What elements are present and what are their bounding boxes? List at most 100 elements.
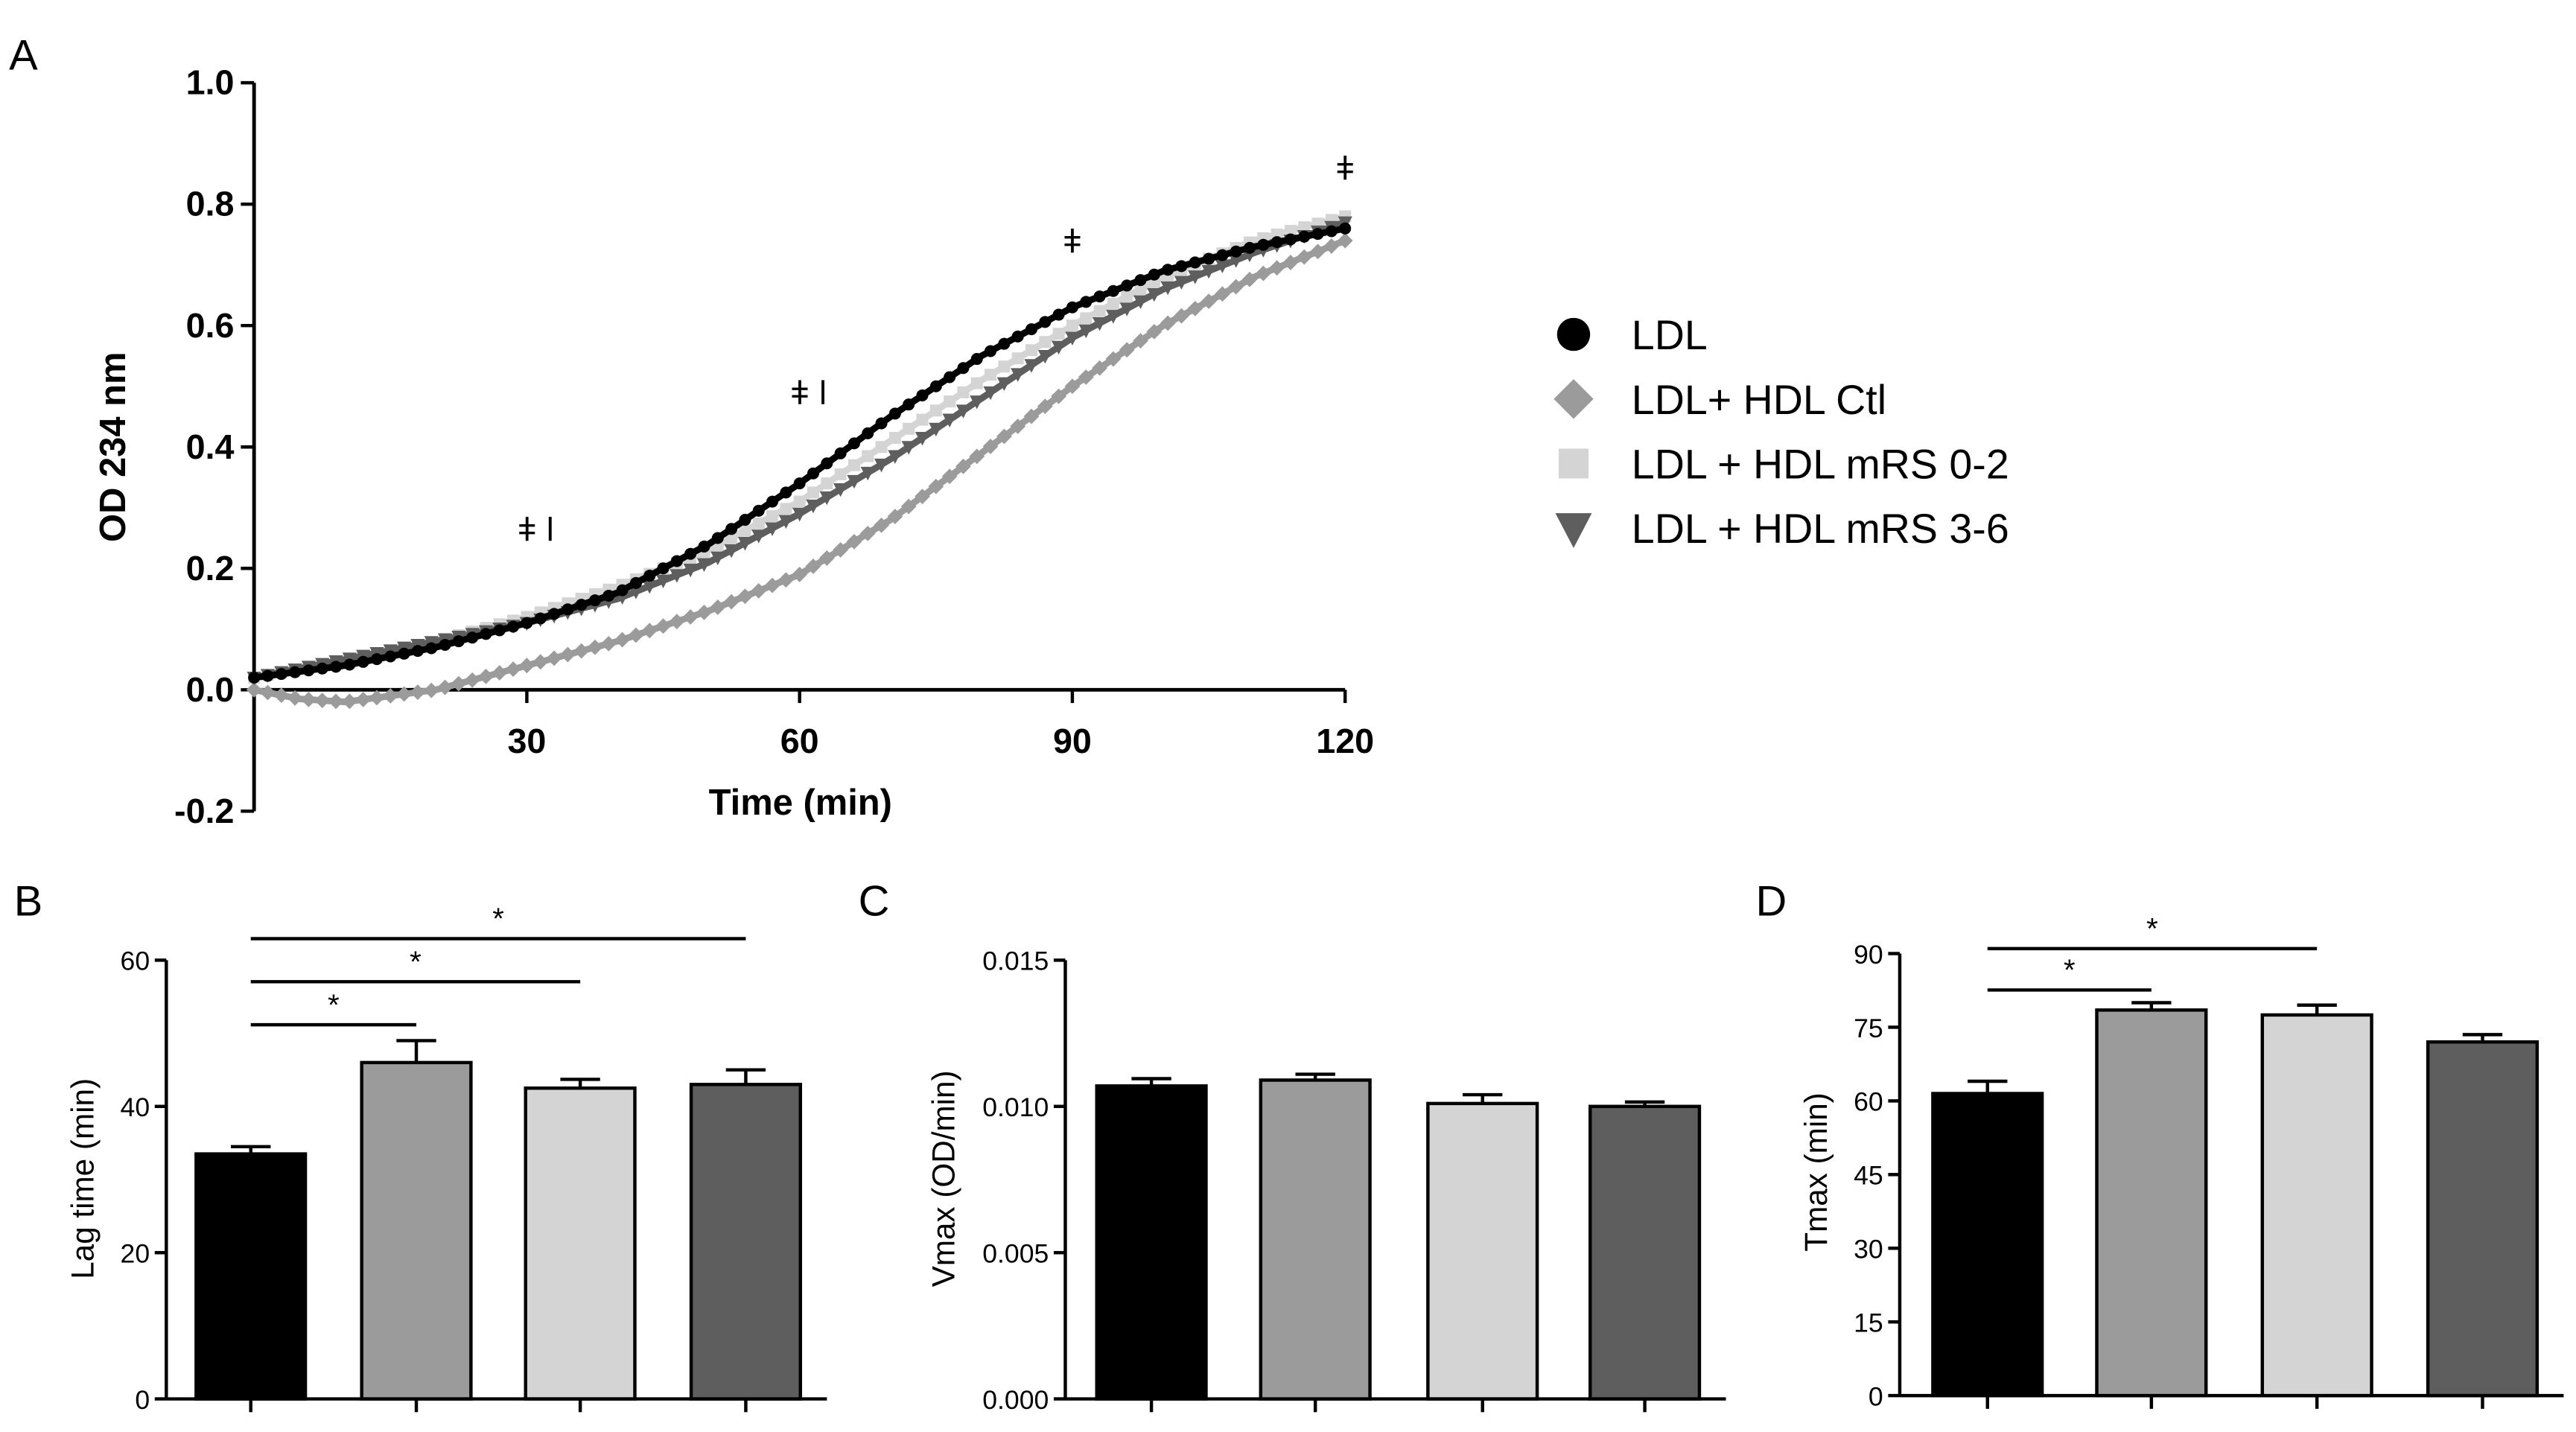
panel-a-data-point: [847, 437, 860, 450]
panel-a-data-point: [1160, 281, 1175, 296]
panel-a-data-point: [1200, 293, 1217, 310]
panel-a-data-point: [847, 459, 860, 471]
panel-a-y-tick-label: 0.8: [186, 185, 235, 223]
panel-a-data-point: [1107, 297, 1119, 310]
panel-a-data-point: [766, 510, 779, 523]
panel-a-data-point: [1121, 290, 1133, 303]
panel-d-y-tick-label: 90: [1854, 940, 1883, 970]
panel-d-y-tick-label: 0: [1869, 1381, 1883, 1411]
panel-a-data-point: [723, 594, 740, 610]
panel-a-data-point: [493, 624, 506, 637]
panel-b-bar: [360, 1060, 473, 1401]
panel-a-data-point: [398, 647, 410, 660]
panel-a-data-point: [641, 623, 658, 639]
panel-a-data-point: [1337, 232, 1353, 249]
panel-a-data-point: [1148, 268, 1160, 281]
panel-a-data-point: [355, 691, 372, 707]
panel-a-data-point: [655, 618, 671, 634]
panel-a-data-point: [957, 362, 970, 375]
panel-a-data-point: [929, 404, 942, 417]
panel-a-data-point: [682, 609, 699, 625]
panel-a-data-point: [439, 638, 451, 651]
panel-a-data-point: [1147, 287, 1162, 302]
panel-a-data-point: [480, 628, 492, 640]
legend-label: LDL + HDL mRS 3-6: [1632, 506, 2009, 552]
panel-a-data-point: [1092, 316, 1107, 331]
panel-a-data-point: [710, 599, 726, 615]
panel-a-data-point: [1119, 342, 1135, 358]
panel-a-data-point: [1039, 336, 1052, 349]
panel-a-data-point: [944, 371, 956, 384]
panel-a-data-point: [341, 693, 357, 710]
panel-a-data-point: [1119, 302, 1134, 316]
panel-a-data-point: [410, 684, 426, 700]
panel-a-data-point: [1310, 244, 1326, 260]
panel-c-y-tick-label: 0.010: [982, 1092, 1049, 1122]
panel-a-annotation: ǂ: [1063, 223, 1082, 260]
panel-a-data-point: [328, 693, 344, 710]
panel-c-y-axis-label: Vmax (OD/min): [926, 1070, 961, 1287]
panel-c-letter: C: [859, 877, 890, 925]
panel-a-data-point: [1080, 312, 1093, 325]
panel-a-data-point: [1298, 230, 1311, 243]
panel-d-significance-star: *: [2064, 954, 2076, 987]
panel-b-significance-star: *: [328, 989, 340, 1022]
panel-a-data-point: [957, 386, 970, 398]
panel-a-data-point: [859, 525, 876, 541]
panel-a-data-point: [998, 360, 1011, 373]
panel-a-data-point: [1023, 408, 1040, 424]
panel-b-y-tick-label: 0: [135, 1385, 150, 1415]
panel-a-data-point: [1162, 264, 1174, 276]
panel-a-series-line: [253, 219, 1346, 681]
panel-a-data-point: [1065, 331, 1080, 346]
panel-a-data-point: [1052, 308, 1065, 321]
panel-a-data-point: [1228, 279, 1244, 295]
panel-a-data-point: [670, 555, 683, 567]
panel-a-data-point: [1121, 279, 1133, 292]
panel-a-data-point: [628, 627, 644, 643]
panel-a-data-point: [929, 422, 944, 437]
panel-a-data-point: [698, 540, 710, 553]
panel-a-data-point: [588, 594, 601, 607]
panel-a-data-point: [302, 664, 315, 677]
panel-a-data-point: [793, 495, 806, 508]
panel-a-data-point: [464, 672, 480, 688]
panel-a-data-point: [969, 448, 985, 465]
panel-a-data-point: [916, 413, 929, 426]
panel-a-data-point: [1255, 265, 1271, 281]
panel-a-data-point: [370, 653, 383, 666]
panel-a-data-point: [1133, 295, 1148, 310]
legend-label: LDL: [1632, 312, 1708, 358]
panel-a-data-point: [818, 550, 835, 566]
panel-a-data-point: [521, 617, 533, 629]
panel-a-data-point: [642, 579, 657, 594]
panel-d-bar: [2095, 1008, 2208, 1398]
panel-a-data-point: [1106, 310, 1121, 324]
panel-a-data-point: [1175, 260, 1188, 273]
panel-a-data-point: [752, 517, 765, 529]
panel-a-data-point: [246, 681, 262, 698]
panel-a-data-point: [1230, 245, 1242, 258]
legend-label: LDL+ HDL Ctl: [1632, 377, 1886, 423]
panel-a-data-point: [451, 675, 467, 692]
panel-a-data-point: [600, 635, 617, 652]
panel-a-data-point: [929, 380, 942, 392]
panel-a-y-tick-label: 0.6: [186, 306, 235, 345]
panel-d-y-axis-label: Tmax (min): [1799, 1092, 1834, 1251]
panel-a-data-point: [739, 514, 751, 526]
panel-a-data-point: [941, 468, 958, 485]
panel-a-data-point: [534, 612, 547, 625]
panel-a-data-point: [316, 662, 328, 675]
panel-a-y-tick-label: 1.0: [186, 63, 235, 102]
panel-a-data-point: [792, 507, 807, 522]
panel-a-data-point: [1216, 249, 1229, 261]
panel-a-data-point: [548, 608, 561, 620]
panel-a-data-point: [1174, 308, 1189, 324]
panel-a-data-point: [1080, 296, 1093, 308]
panel-a-data-point: [1325, 225, 1338, 238]
panel-a-data-point: [780, 503, 792, 515]
panel-a-data-point: [314, 693, 331, 708]
panel-a-data-point: [1311, 228, 1324, 241]
panel-a-data-point: [1011, 352, 1024, 365]
panel-a-data-point: [1078, 324, 1093, 339]
